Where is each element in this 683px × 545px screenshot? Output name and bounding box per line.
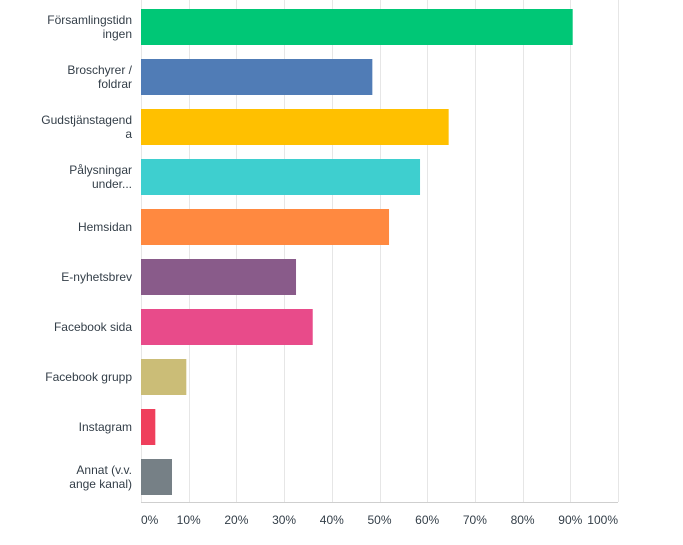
category-label-3: Pålysningar under... — [69, 163, 132, 191]
category-labels: Församlingstidn ingen Broschyrer / foldrar G… — [41, 13, 132, 491]
category-label-9: Annat (v.v. ange kanal) — [69, 463, 132, 491]
bar-1[interactable] — [141, 59, 373, 95]
category-label-6: Facebook sida — [54, 320, 132, 334]
x-tick-label-6: 60% — [415, 513, 439, 527]
x-tick-label-5: 50% — [367, 513, 391, 527]
x-tick-label-7: 70% — [463, 513, 487, 527]
category-label-1: Broschyrer / foldrar — [67, 63, 132, 91]
bar-2[interactable] — [141, 109, 449, 145]
bar-0[interactable] — [141, 9, 573, 45]
x-tick-label-1: 10% — [177, 513, 201, 527]
x-tick-label-3: 30% — [272, 513, 296, 527]
category-label-4: Hemsidan — [78, 220, 132, 234]
category-label-7: Facebook grupp — [45, 370, 132, 384]
x-tick-label-0: 0% — [141, 513, 159, 527]
x-tick-label-8: 80% — [511, 513, 535, 527]
category-label-5: E-nyhetsbrev — [61, 270, 132, 284]
x-tick-label-10: 100% — [587, 513, 618, 527]
x-tick-label-2: 20% — [224, 513, 248, 527]
bar-3[interactable] — [141, 159, 421, 195]
bar-4[interactable] — [141, 209, 390, 245]
bar-6[interactable] — [141, 309, 313, 345]
x-tick-label-4: 40% — [320, 513, 344, 527]
bar-8[interactable] — [141, 409, 156, 445]
bars — [141, 9, 573, 495]
x-tick-label-9: 90% — [558, 513, 582, 527]
x-axis-ticks: 0% 10% 20% 30% 40% 50% 60% 70% 80% 90% 100% — [141, 513, 618, 527]
category-label-8: Instagram — [79, 420, 132, 434]
bar-7[interactable] — [141, 359, 187, 395]
category-label-0: Församlingstidn ingen — [47, 13, 132, 41]
category-label-2: Gudstjänstagend a — [41, 113, 132, 141]
bar-5[interactable] — [141, 259, 297, 295]
bar-9[interactable] — [141, 459, 173, 495]
